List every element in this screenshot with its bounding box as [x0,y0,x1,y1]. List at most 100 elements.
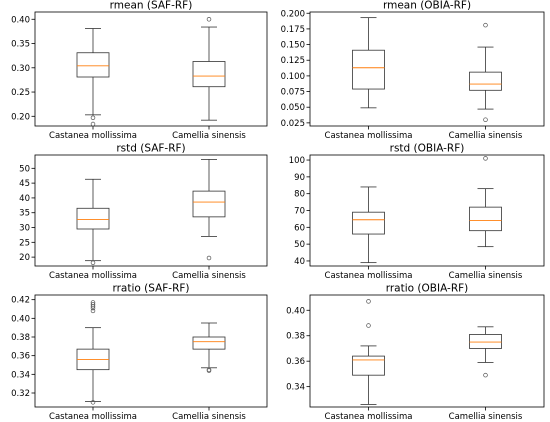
panel-title: rstd (OBIA-RF) [390,143,465,155]
outlier-point [90,308,96,314]
box-camellia: Camellia sinensis [172,322,246,422]
y-tick-label: 80 [294,190,305,200]
x-category-label: Castanea mollissima [49,271,137,281]
box-castanea: Castanea mollissima [49,28,137,141]
outlier-point [206,17,212,22]
outlier-point [90,302,96,307]
boxplot-panel: rstd (OBIA-RF) 40 50 60 70 80 90 100 Castanea mo… [289,143,545,281]
iqr-box [352,211,385,235]
y-tick-label: 0.34 [286,383,305,393]
outlier-point [483,372,488,378]
y-tick-label: 0.36 [11,352,30,362]
box-camellia: Camellia sinensis [172,159,246,281]
box-castanea: Castanea mollissima [49,300,137,422]
boxplot-panel: rstd (SAF-RF) 20 25 30 35 40 45 50 Castanea moll… [19,143,268,281]
panel-title: rratio (SAF-RF) [112,283,189,295]
y-tick-label: 0.150 [281,41,305,51]
box-camellia: Camellia sinensis [172,17,246,141]
iqr-box [192,61,226,88]
y-tick-label: 0.30 [11,64,30,74]
y-tick-label: 0.100 [281,72,305,82]
x-category-label: Castanea mollissima [49,412,137,422]
y-tick-label: 0.200 [281,9,305,19]
y-tick-label: 0.40 [11,314,30,324]
boxplot-panel: rratio (OBIA-RF) 0.34 0.36 0.38 0.40 Castanea… [286,283,545,422]
outlier-point [206,368,212,373]
y-tick-label: 0.050 [281,103,305,113]
iqr-box [469,71,502,91]
x-category-label: Camellia sinensis [449,271,523,281]
boxplot-panel: rratio (SAF-RF) 0.32 0.34 0.36 0.38 0.40 0.42 C… [11,283,268,422]
y-tick-label: 90 [294,173,305,183]
panel-title: rratio (OBIA-RF) [386,283,469,295]
outlier-point [366,323,371,328]
outlier-point [90,400,96,405]
x-category-label: Camellia sinensis [172,131,246,141]
panel-title: rmean (OBIA-RF) [383,0,471,12]
outlier-point [90,115,96,121]
iqr-box [192,190,226,218]
panel-title: rstd (SAF-RF) [116,143,185,155]
y-tick-label: 0.025 [281,119,305,129]
y-tick-label: 30 [19,224,30,234]
iqr-box [352,355,385,376]
outlier-point [483,156,488,161]
x-category-label: Camellia sinensis [172,412,246,422]
boxplot-panel: rmean (OBIA-RF) 0.025 0.050 0.075 0.100 0.125… [281,0,545,141]
x-category-label: Castanea mollissima [325,412,413,422]
iqr-box [469,206,502,232]
boxplot-panel: rmean (SAF-RF) 0.20 0.25 0.30 0.35 0.40 Castan… [11,0,268,141]
y-tick-label: 0.075 [281,88,305,98]
outlier-point [90,260,96,265]
y-tick-label: 0.35 [11,40,30,50]
axes-frame [309,154,545,267]
x-category-label: Camellia sinensis [449,131,523,141]
iqr-box [76,207,110,230]
y-tick-label: 25 [19,238,30,248]
y-tick-label: 0.36 [286,357,305,367]
y-tick-label: 0.32 [11,389,30,399]
y-tick-label: 40 [294,257,305,267]
outlier-point [483,22,488,28]
axes-frame [309,11,545,127]
outlier-point [90,300,96,305]
y-tick-label: 0.34 [11,370,30,380]
x-category-label: Castanea mollissima [49,131,137,141]
iqr-box [192,336,226,350]
box-castanea: Castanea mollissima [325,299,413,422]
x-category-label: Castanea mollissima [325,131,413,141]
x-category-label: Camellia sinensis [172,271,246,281]
x-category-label: Castanea mollissima [325,271,413,281]
y-tick-label: 35 [19,209,30,219]
y-tick-label: 50 [294,240,305,250]
outlier-point [206,255,212,261]
box-camellia: Camellia sinensis [449,326,523,422]
y-tick-label: 0.40 [286,306,305,316]
y-tick-label: 0.25 [11,88,30,98]
box-castanea: Castanea mollissima [325,186,413,281]
y-tick-label: 0.175 [281,25,305,35]
y-tick-label: 0.38 [286,332,305,342]
box-castanea: Castanea mollissima [325,17,413,141]
axes-frame [34,11,268,127]
outlier-point [483,117,488,122]
y-tick-label: 70 [294,207,305,217]
y-tick-label: 45 [19,179,30,189]
iqr-box [76,52,110,78]
y-tick-label: 0.42 [11,296,30,306]
y-tick-label: 40 [19,194,30,204]
axes-frame [309,294,545,408]
y-tick-label: 0.38 [11,333,30,343]
y-tick-label: 50 [19,164,30,174]
box-camellia: Camellia sinensis [449,22,523,141]
outlier-point [366,299,371,304]
y-tick-label: 20 [19,253,30,263]
panel-title: rmean (SAF-RF) [110,0,193,12]
y-tick-label: 100 [289,156,305,166]
x-category-label: Camellia sinensis [449,412,523,422]
axes-frame [34,294,268,408]
box-camellia: Camellia sinensis [449,156,523,281]
axes-frame [34,154,268,267]
iqr-box [352,49,385,90]
